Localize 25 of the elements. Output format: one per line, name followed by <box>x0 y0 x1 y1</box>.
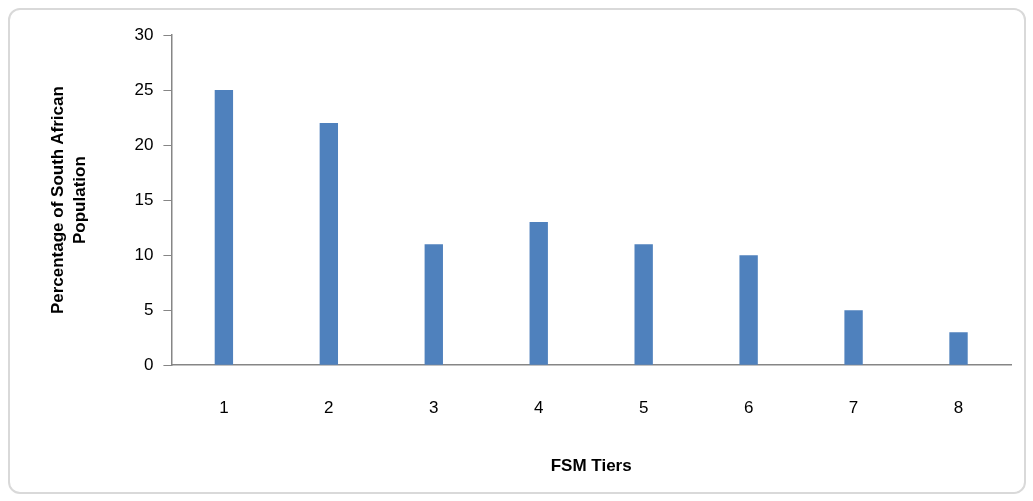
y-tick-label: 10 <box>134 244 154 264</box>
bar <box>949 332 968 365</box>
y-tick-label: 15 <box>134 189 154 209</box>
bar <box>529 222 548 365</box>
x-tick-label: 1 <box>219 398 229 418</box>
x-tick-label: 4 <box>534 398 544 418</box>
x-tick-label: 8 <box>953 398 964 418</box>
bar <box>214 90 234 365</box>
bar <box>739 255 758 365</box>
y-tick-label: 30 <box>134 24 154 44</box>
bar <box>844 310 863 365</box>
x-tick-label: 3 <box>429 398 439 418</box>
x-tick-label: 2 <box>324 398 334 418</box>
y-tick-label: 20 <box>134 134 154 154</box>
bar <box>634 244 653 365</box>
x-tick-label: 5 <box>638 398 649 418</box>
y-tick-label: 5 <box>143 299 154 319</box>
x-tick-label: 7 <box>848 398 859 418</box>
y-axis-title: Percentage of South African Population <box>48 86 89 315</box>
y-tick-label: 25 <box>134 79 154 99</box>
x-axis-title: FSM Tiers <box>550 456 632 476</box>
y-tick-label: 0 <box>143 354 154 374</box>
x-tick-label: 6 <box>743 398 754 418</box>
bar <box>424 244 443 365</box>
bar <box>319 123 339 365</box>
